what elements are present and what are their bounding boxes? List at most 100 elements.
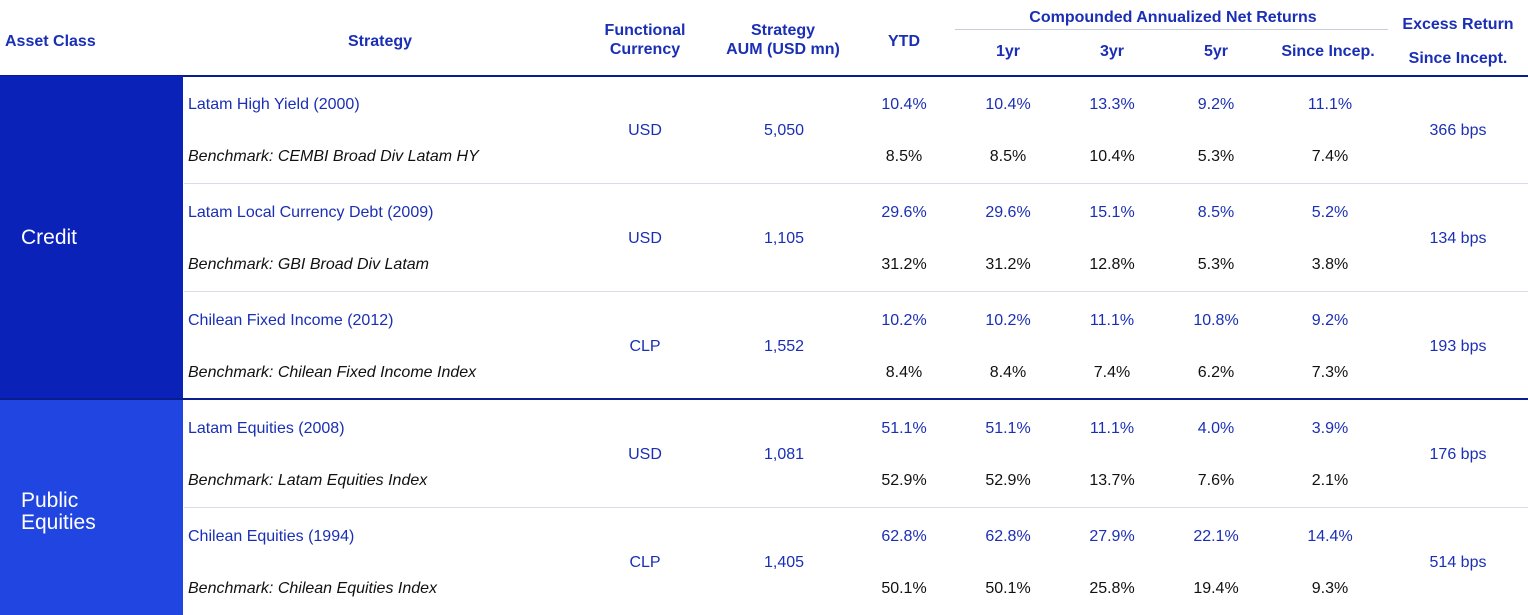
strategy-return-ytd: 51.1% bbox=[881, 420, 927, 437]
strategy-return-ytd: 10.2% bbox=[881, 312, 927, 329]
benchmark-return-5yr: 7.6% bbox=[1197, 472, 1235, 489]
benchmark-return-3yr: 10.4% bbox=[1089, 148, 1135, 165]
header-functional-currency-line2: Currency bbox=[609, 41, 681, 58]
strategy-aum: 1,105 bbox=[763, 230, 805, 247]
benchmark-return-ytd: 50.1% bbox=[881, 580, 927, 597]
strategy-name: Chilean Fixed Income (2012) bbox=[188, 312, 394, 329]
header-strategy-aum: Strategy AUM (USD mn) bbox=[713, 21, 853, 59]
excess-return: 176 bps bbox=[1429, 446, 1487, 463]
header-group-underline bbox=[955, 29, 1388, 30]
functional-currency: USD bbox=[628, 230, 662, 247]
excess-return: 514 bps bbox=[1429, 554, 1487, 571]
functional-currency: USD bbox=[628, 122, 662, 139]
row-separator bbox=[184, 183, 1528, 184]
benchmark-return-since-incep: 7.3% bbox=[1311, 364, 1349, 381]
header-strategy-aum-line1: Strategy bbox=[750, 22, 816, 39]
asset-class-separator bbox=[0, 398, 1528, 400]
strategy-aum: 5,050 bbox=[763, 122, 805, 139]
strategy-return-1yr: 10.4% bbox=[985, 96, 1031, 113]
benchmark-return-since-incep: 9.3% bbox=[1311, 580, 1349, 597]
header-excess-return-line1: Excess Return bbox=[1402, 16, 1514, 33]
benchmark-name: Benchmark: Latam Equities Index bbox=[188, 472, 428, 489]
benchmark-return-1yr: 8.4% bbox=[989, 364, 1027, 381]
strategy-return-3yr: 13.3% bbox=[1089, 96, 1135, 113]
header-5yr: 5yr bbox=[1203, 43, 1229, 60]
benchmark-name: Benchmark: CEMBI Broad Div Latam HY bbox=[188, 148, 479, 165]
strategy-return-ytd: 10.4% bbox=[881, 96, 927, 113]
benchmark-name: Benchmark: Chilean Fixed Income Index bbox=[188, 364, 477, 381]
asset-class-equities-line1: Public bbox=[21, 489, 79, 512]
benchmark-return-5yr: 6.2% bbox=[1197, 364, 1235, 381]
benchmark-return-ytd: 8.5% bbox=[885, 148, 923, 165]
strategy-return-since-incep: 14.4% bbox=[1307, 528, 1353, 545]
strategy-return-1yr: 62.8% bbox=[985, 528, 1031, 545]
header-compounded-group: Compounded Annualized Net Returns bbox=[1029, 9, 1317, 26]
header-excess-return: Excess Return Since Incept. bbox=[1392, 8, 1524, 76]
strategy-name: Latam Local Currency Debt (2009) bbox=[188, 204, 434, 221]
strategy-return-since-incep: 5.2% bbox=[1311, 204, 1349, 221]
asset-class-equities-line2: Equities bbox=[21, 511, 96, 534]
excess-return: 193 bps bbox=[1429, 338, 1487, 355]
header-functional-currency-line1: Functional bbox=[604, 22, 686, 39]
strategy-return-3yr: 11.1% bbox=[1089, 420, 1135, 437]
strategy-aum: 1,081 bbox=[763, 446, 805, 463]
header-asset-class: Asset Class bbox=[5, 33, 96, 50]
benchmark-return-5yr: 5.3% bbox=[1197, 148, 1235, 165]
header-3yr: 3yr bbox=[1099, 43, 1125, 60]
strategy-return-1yr: 10.2% bbox=[985, 312, 1031, 329]
row-separator bbox=[184, 507, 1528, 508]
header-ytd: YTD bbox=[888, 33, 920, 50]
asset-class-credit-label: Credit bbox=[21, 225, 78, 249]
strategy-return-3yr: 27.9% bbox=[1089, 528, 1135, 545]
benchmark-return-since-incep: 7.4% bbox=[1311, 148, 1349, 165]
strategy-return-1yr: 29.6% bbox=[985, 204, 1031, 221]
row-separator bbox=[184, 291, 1528, 292]
strategy-aum: 1,405 bbox=[763, 554, 805, 571]
benchmark-return-5yr: 19.4% bbox=[1193, 580, 1239, 597]
header-since-incep: Since Incep. bbox=[1281, 43, 1375, 60]
strategy-name: Latam Equities (2008) bbox=[188, 420, 345, 437]
benchmark-return-1yr: 52.9% bbox=[985, 472, 1031, 489]
functional-currency: CLP bbox=[629, 554, 661, 571]
excess-return: 366 bps bbox=[1429, 122, 1487, 139]
header-strategy: Strategy bbox=[347, 33, 413, 50]
benchmark-return-1yr: 8.5% bbox=[989, 148, 1027, 165]
strategy-name: Latam High Yield (2000) bbox=[188, 96, 360, 113]
functional-currency: USD bbox=[628, 446, 662, 463]
strategy-return-5yr: 22.1% bbox=[1193, 528, 1239, 545]
asset-class-credit: Credit bbox=[0, 76, 183, 399]
benchmark-name: Benchmark: GBI Broad Div Latam bbox=[188, 256, 429, 273]
benchmark-return-3yr: 25.8% bbox=[1089, 580, 1135, 597]
strategy-return-5yr: 4.0% bbox=[1197, 420, 1235, 437]
strategy-aum: 1,552 bbox=[763, 338, 805, 355]
benchmark-return-3yr: 7.4% bbox=[1093, 364, 1131, 381]
benchmark-return-since-incep: 3.8% bbox=[1311, 256, 1349, 273]
asset-class-public-equities: Public Equities bbox=[0, 399, 183, 615]
strategy-return-5yr: 10.8% bbox=[1193, 312, 1239, 329]
strategy-return-since-incep: 11.1% bbox=[1307, 96, 1353, 113]
benchmark-return-1yr: 31.2% bbox=[985, 256, 1031, 273]
benchmark-return-ytd: 52.9% bbox=[881, 472, 927, 489]
strategy-return-3yr: 15.1% bbox=[1089, 204, 1135, 221]
benchmark-name: Benchmark: Chilean Equities Index bbox=[188, 580, 438, 597]
strategy-return-since-incep: 9.2% bbox=[1311, 312, 1349, 329]
strategy-return-3yr: 11.1% bbox=[1089, 312, 1135, 329]
functional-currency: CLP bbox=[629, 338, 661, 355]
strategy-return-ytd: 29.6% bbox=[881, 204, 927, 221]
strategy-return-since-incep: 3.9% bbox=[1311, 420, 1349, 437]
header-strategy-aum-line2: AUM (USD mn) bbox=[726, 41, 840, 58]
excess-return: 134 bps bbox=[1429, 230, 1487, 247]
strategy-name: Chilean Equities (1994) bbox=[188, 528, 355, 545]
benchmark-return-1yr: 50.1% bbox=[985, 580, 1031, 597]
header-functional-currency: Functional Currency bbox=[585, 21, 705, 59]
benchmark-return-ytd: 8.4% bbox=[885, 364, 923, 381]
header-excess-return-line2: Since Incept. bbox=[1408, 50, 1508, 67]
strategy-return-1yr: 51.1% bbox=[985, 420, 1031, 437]
header-rule bbox=[0, 75, 1528, 77]
strategy-return-5yr: 9.2% bbox=[1197, 96, 1235, 113]
strategy-return-ytd: 62.8% bbox=[881, 528, 927, 545]
benchmark-return-5yr: 5.3% bbox=[1197, 256, 1235, 273]
benchmark-return-ytd: 31.2% bbox=[881, 256, 927, 273]
header-1yr: 1yr bbox=[995, 43, 1021, 60]
benchmark-return-3yr: 13.7% bbox=[1089, 472, 1135, 489]
